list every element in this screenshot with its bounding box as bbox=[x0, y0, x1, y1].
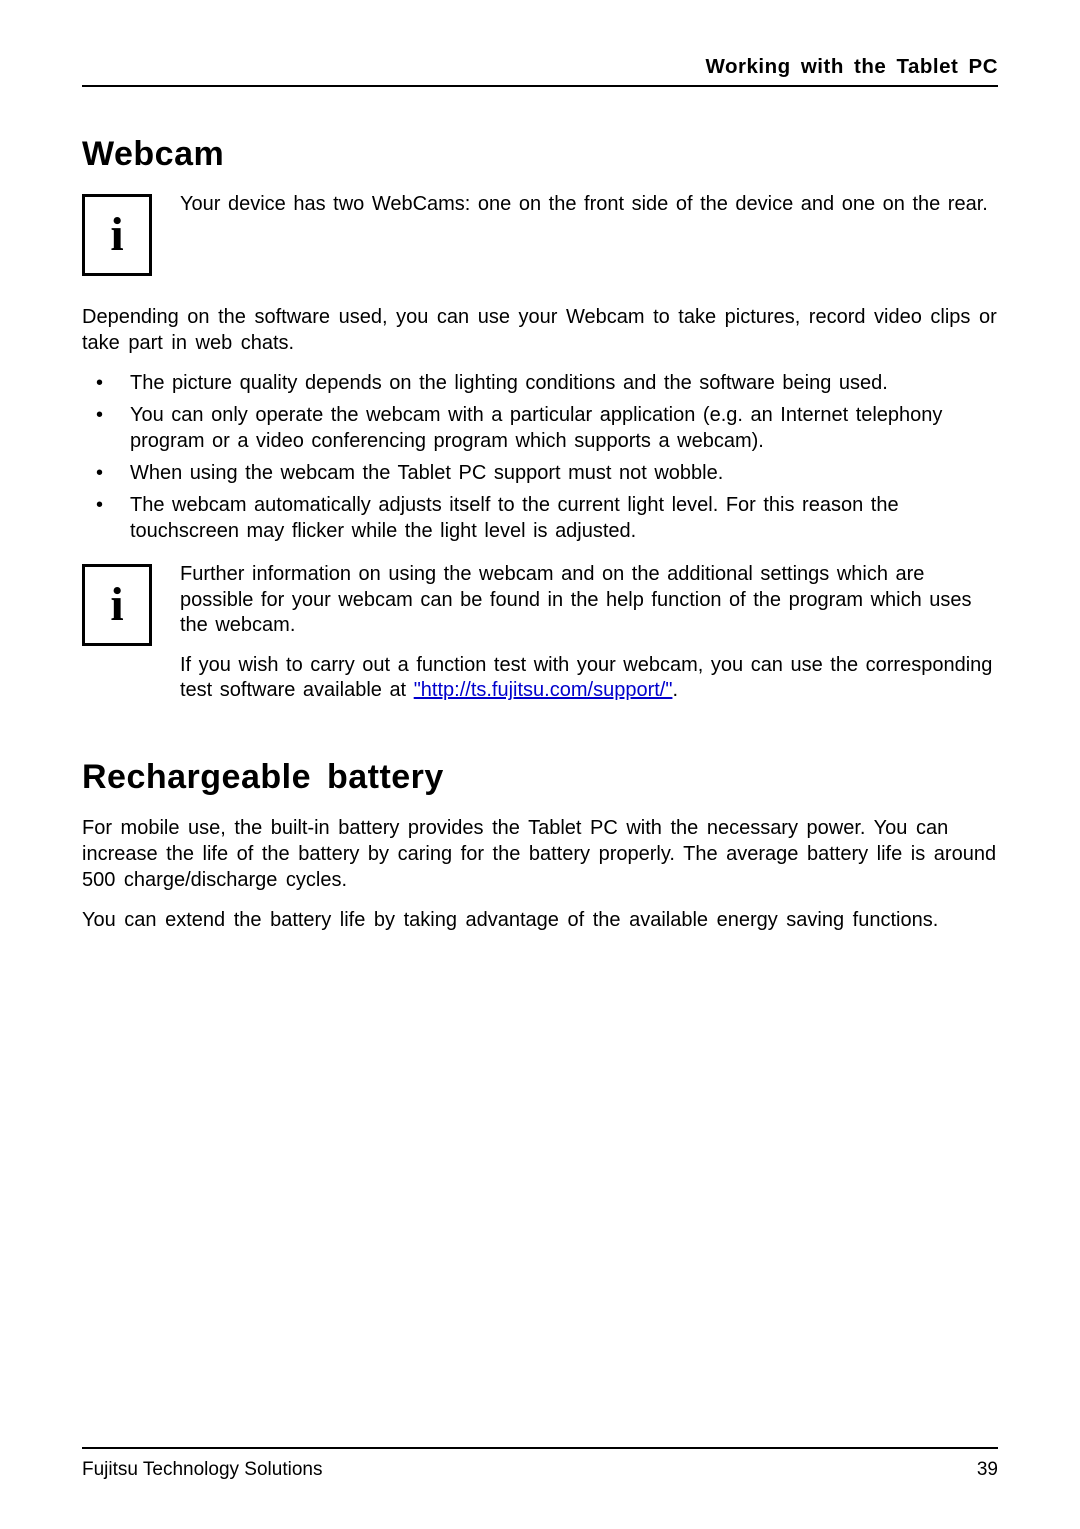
section-title-battery: Rechargeable battery bbox=[82, 758, 998, 797]
support-link[interactable]: "http://ts.fujitsu.com/support/" bbox=[414, 679, 673, 701]
battery-para-2: You can extend the battery life by takin… bbox=[82, 907, 998, 933]
info-text: Further information on using the webcam … bbox=[180, 562, 998, 718]
webcam-bullet-list: The picture quality depends on the light… bbox=[82, 370, 998, 544]
info1-paragraph: Your device has two WebCams: one on the … bbox=[180, 192, 998, 218]
header-rule bbox=[82, 85, 998, 87]
info-icon-glyph: i bbox=[110, 581, 123, 629]
section-title-webcam: Webcam bbox=[82, 135, 998, 174]
info-icon: i bbox=[82, 564, 152, 646]
list-item: The picture quality depends on the light… bbox=[82, 370, 998, 396]
battery-para-1: For mobile use, the built-in battery pro… bbox=[82, 815, 998, 893]
info2-paragraph-2: If you wish to carry out a function test… bbox=[180, 653, 998, 704]
running-header: Working with the Tablet PC bbox=[82, 55, 998, 79]
info-box-1: i Your device has two WebCams: one on th… bbox=[82, 192, 998, 276]
webcam-intro: Depending on the software used, you can … bbox=[82, 304, 998, 356]
footer-page-number: 39 bbox=[977, 1459, 998, 1481]
info-text: Your device has two WebCams: one on the … bbox=[180, 192, 998, 232]
footer-company: Fujitsu Technology Solutions bbox=[82, 1459, 322, 1481]
info-box-2: i Further information on using the webca… bbox=[82, 562, 998, 718]
info2-suffix: . bbox=[672, 679, 678, 701]
info-icon: i bbox=[82, 194, 152, 276]
list-item: You can only operate the webcam with a p… bbox=[82, 402, 998, 454]
list-item: When using the webcam the Tablet PC supp… bbox=[82, 460, 998, 486]
list-item: The webcam automatically adjusts itself … bbox=[82, 492, 998, 544]
page: Working with the Tablet PC Webcam i Your… bbox=[0, 0, 1080, 1529]
info-icon-glyph: i bbox=[110, 211, 123, 259]
page-footer: Fujitsu Technology Solutions 39 bbox=[82, 1447, 998, 1481]
footer-rule bbox=[82, 1447, 998, 1449]
info2-paragraph-1: Further information on using the webcam … bbox=[180, 562, 998, 639]
